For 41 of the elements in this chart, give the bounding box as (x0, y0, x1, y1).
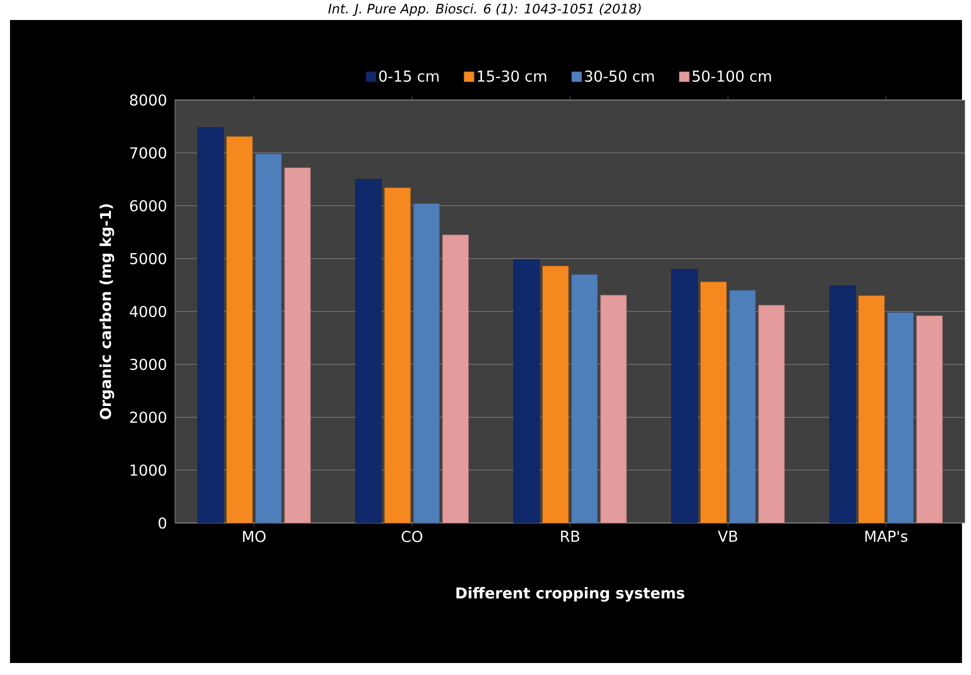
bar (442, 234, 469, 523)
bar (226, 136, 253, 523)
bar (758, 304, 785, 523)
bar (355, 179, 382, 523)
bar (729, 290, 756, 523)
bar (197, 127, 224, 523)
x-tick-label: MO (243, 530, 266, 542)
legend-label: 15-30 cm (478, 70, 546, 82)
bar (284, 167, 311, 523)
bar (887, 312, 914, 523)
y-tick-label: 1000 (130, 464, 166, 476)
y-tick-label: 7000 (130, 147, 166, 159)
bar (916, 316, 943, 523)
x-tick-label: MAP's (865, 530, 908, 542)
y-tick-label: 5000 (130, 252, 166, 264)
legend-label: 0-15 cm (379, 70, 439, 82)
bar (542, 266, 569, 523)
y-tick-label: 4000 (130, 306, 166, 318)
y-tick-label: 8000 (130, 94, 166, 106)
bar (671, 268, 698, 523)
legend-label: 30-50 cm (585, 70, 654, 82)
x-axis-title: Different cropping systems (456, 587, 684, 602)
bar (571, 274, 598, 523)
y-tick-label: 3000 (130, 358, 166, 370)
bar (255, 154, 282, 523)
bar (413, 203, 440, 523)
x-tick-label: RB (561, 530, 580, 542)
x-tick-label: CO (402, 530, 422, 542)
bar (513, 259, 540, 523)
bar (600, 294, 627, 523)
bar (384, 188, 411, 523)
y-tick-label: 6000 (130, 200, 166, 212)
x-tick-label: VB (718, 530, 738, 542)
y-tick-label: 0 (158, 517, 166, 529)
y-axis-title: Organic carbon (mg kg-1) (100, 204, 114, 420)
y-tick-label: 2000 (130, 412, 166, 423)
bar (700, 282, 727, 523)
text: Int. J. Pure App. Biosci. 6 (1): 1043-1051 (2018) (328, 4, 641, 16)
legend-label: 50-100 cm (692, 70, 771, 82)
bar (829, 285, 856, 523)
bar (858, 295, 885, 523)
